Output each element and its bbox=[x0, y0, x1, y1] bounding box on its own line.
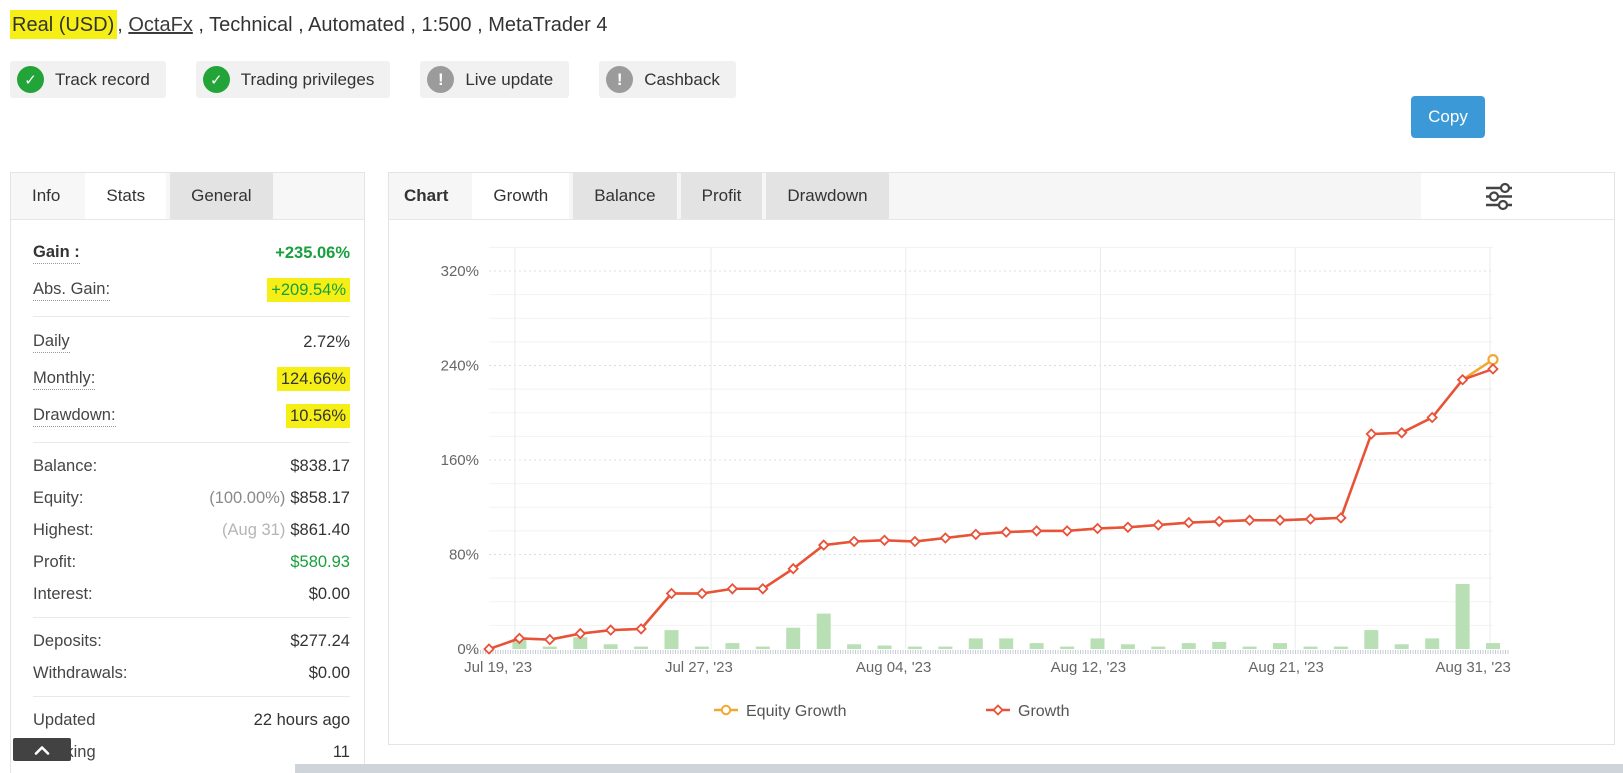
svg-text:Jul 27, '23: Jul 27, '23 bbox=[665, 659, 733, 676]
stats-panel: Info Stats General Gain : +235.06% Abs. … bbox=[10, 172, 365, 773]
stat-row-monthly: Monthly: 124.66% bbox=[33, 361, 350, 398]
account-header: Real (USD), OctaFx , Technical , Automat… bbox=[10, 10, 608, 39]
stat-row-balance: Balance: $838.17 bbox=[33, 450, 350, 482]
chart-settings-sliders-icon[interactable] bbox=[1484, 182, 1514, 211]
balance-label: Balance: bbox=[33, 456, 98, 475]
stat-row-daily: Daily 2.72% bbox=[33, 324, 350, 361]
legend-growth[interactable]: Growth bbox=[986, 703, 1070, 720]
stat-row-updated: Updated 22 hours ago bbox=[33, 704, 350, 736]
daily-value: 2.72% bbox=[303, 333, 350, 351]
header-separator: , bbox=[117, 14, 129, 36]
check-icon: ✓ bbox=[17, 66, 44, 93]
abs-gain-label[interactable]: Abs. Gain: bbox=[33, 280, 111, 301]
svg-text:Jul 19, '23: Jul 19, '23 bbox=[464, 659, 532, 676]
tab-drawdown[interactable]: Drawdown bbox=[766, 173, 889, 219]
status-badges: ✓ Track record ✓ Trading privileges ! Li… bbox=[10, 61, 736, 98]
chart-title-tab: Chart bbox=[404, 186, 449, 205]
gain-value: +235.06% bbox=[275, 244, 350, 262]
stat-row-gain: Gain : +235.06% bbox=[33, 235, 350, 272]
balance-value: $838.17 bbox=[290, 456, 350, 475]
interest-label: Interest: bbox=[33, 584, 93, 603]
svg-text:Aug 21, '23: Aug 21, '23 bbox=[1248, 659, 1323, 676]
stat-row-drawdown: Drawdown: 10.56% bbox=[33, 398, 350, 435]
withdrawals-value: $0.00 bbox=[308, 663, 350, 682]
svg-text:320%: 320% bbox=[441, 263, 479, 280]
highest-value: (Aug 31) $861.40 bbox=[222, 520, 350, 539]
tab-info[interactable]: Info bbox=[32, 186, 61, 205]
badge-cashback: ! Cashback bbox=[599, 61, 736, 98]
chevron-up-icon bbox=[34, 745, 50, 755]
svg-text:Aug 04, '23: Aug 04, '23 bbox=[856, 659, 931, 676]
exclamation-icon: ! bbox=[606, 66, 634, 93]
tab-profit[interactable]: Profit bbox=[680, 173, 763, 219]
drawdown-label[interactable]: Drawdown: bbox=[33, 406, 116, 427]
profit-value: $580.93 bbox=[290, 552, 350, 571]
account-header-rest: , Technical , Automated , 1:500 , MetaTr… bbox=[192, 14, 608, 36]
divider bbox=[33, 696, 350, 697]
divider bbox=[33, 617, 350, 618]
monthly-value: 124.66% bbox=[276, 367, 350, 391]
stat-row-abs-gain: Abs. Gain: +209.54% bbox=[33, 272, 350, 309]
badge-label: Live update bbox=[465, 69, 554, 89]
interest-value: $0.00 bbox=[308, 584, 350, 603]
badge-label: Track record bbox=[55, 69, 150, 89]
stat-row-equity: Equity: (100.00%) $858.17 bbox=[33, 482, 350, 514]
tab-general[interactable]: General bbox=[170, 173, 273, 219]
stat-row-withdrawals: Withdrawals: $0.00 bbox=[33, 657, 350, 689]
badge-live-update: ! Live update bbox=[420, 61, 570, 98]
stat-row-deposits: Deposits: $277.24 bbox=[33, 625, 350, 657]
equity-value: (100.00%) $858.17 bbox=[209, 488, 350, 507]
badge-label: Trading privileges bbox=[240, 69, 375, 89]
svg-text:0%: 0% bbox=[457, 641, 479, 658]
abs-gain-value: +209.54% bbox=[267, 278, 350, 302]
chart-panel: Chart Growth Balance Profit Drawdown 0% 8… bbox=[388, 172, 1615, 745]
stat-row-highest: Highest: (Aug 31) $861.40 bbox=[33, 514, 350, 546]
growth-chart[interactable]: 0% 80% 160% 240% 320% Jul 19, '23 Jul 27, '23 A… bbox=[389, 220, 1616, 746]
badge-trading-privileges: ✓ Trading privileges bbox=[195, 61, 391, 98]
withdrawals-label: Withdrawals: bbox=[33, 663, 128, 682]
highest-label: Highest: bbox=[33, 520, 94, 539]
drawdown-value: 10.56% bbox=[286, 404, 350, 428]
gain-label[interactable]: Gain : bbox=[33, 243, 80, 264]
svg-text:Equity Growth: Equity Growth bbox=[746, 703, 846, 720]
badge-track-record: ✓ Track record bbox=[10, 61, 166, 98]
stats-tabstrip: Info Stats General bbox=[11, 173, 364, 220]
legend-equity-growth[interactable]: Equity Growth bbox=[714, 703, 846, 720]
svg-text:Growth: Growth bbox=[1018, 703, 1070, 720]
equity-label: Equity: bbox=[33, 488, 84, 507]
svg-text:80%: 80% bbox=[449, 547, 479, 564]
tracking-value: 11 bbox=[332, 742, 350, 761]
tab-growth[interactable]: Growth bbox=[472, 173, 570, 219]
monthly-label[interactable]: Monthly: bbox=[33, 369, 96, 390]
tab-balance[interactable]: Balance bbox=[573, 173, 677, 219]
svg-text:Aug 12, '23: Aug 12, '23 bbox=[1051, 659, 1126, 676]
copy-button[interactable]: Copy bbox=[1411, 96, 1485, 138]
tab-stats[interactable]: Stats bbox=[85, 173, 167, 219]
divider bbox=[33, 316, 350, 317]
updated-value: 22 hours ago bbox=[253, 710, 350, 729]
divider bbox=[33, 442, 350, 443]
deposits-label: Deposits: bbox=[33, 631, 102, 650]
badge-label: Cashback bbox=[644, 69, 720, 89]
stats-rows: Gain : +235.06% Abs. Gain: +209.54% Dail… bbox=[11, 220, 364, 768]
deposits-value: $277.24 bbox=[290, 631, 350, 650]
updated-label: Updated bbox=[33, 710, 96, 729]
account-type-highlighted: Real (USD) bbox=[10, 10, 118, 39]
exclamation-icon: ! bbox=[427, 66, 455, 93]
daily-label[interactable]: Daily bbox=[33, 332, 70, 353]
scroll-to-top-button[interactable] bbox=[13, 738, 71, 761]
horizontal-scrollbar-track[interactable] bbox=[295, 764, 1623, 773]
svg-text:Aug 31, '23: Aug 31, '23 bbox=[1435, 659, 1510, 676]
svg-text:240%: 240% bbox=[441, 358, 479, 375]
stat-row-profit: Profit: $580.93 bbox=[33, 546, 350, 578]
chart-tabstrip: Chart Growth Balance Profit Drawdown bbox=[389, 173, 1614, 220]
profit-label: Profit: bbox=[33, 552, 77, 571]
stat-row-interest: Interest: $0.00 bbox=[33, 578, 350, 610]
svg-text:160%: 160% bbox=[441, 452, 479, 469]
broker-link[interactable]: OctaFx bbox=[128, 14, 193, 36]
check-icon: ✓ bbox=[202, 66, 230, 93]
